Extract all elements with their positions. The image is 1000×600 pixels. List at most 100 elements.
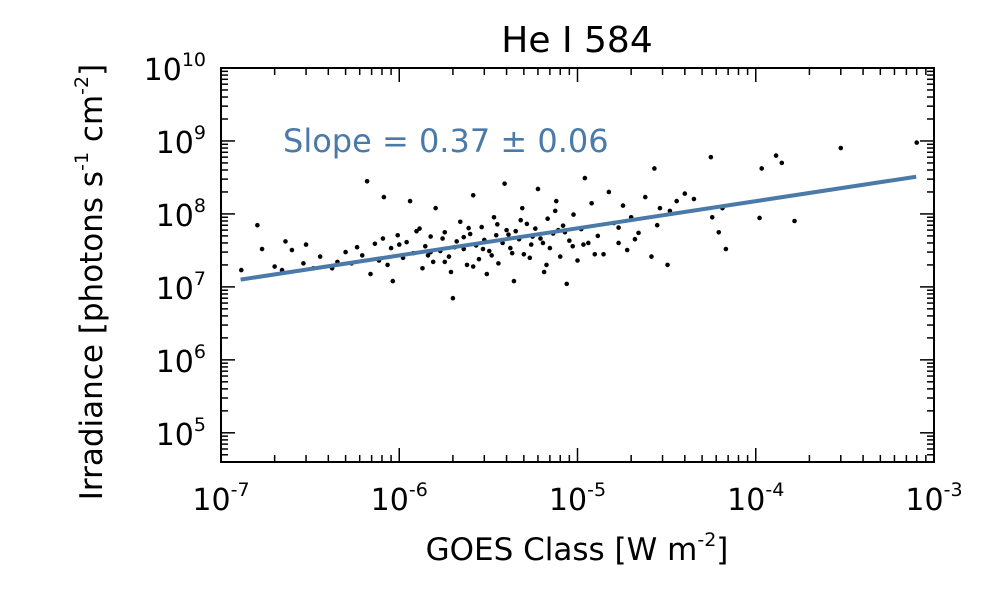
- data-point: [564, 281, 570, 287]
- data-point: [448, 269, 454, 275]
- data-point: [303, 242, 309, 247]
- data-point: [493, 232, 499, 238]
- data-point: [380, 236, 386, 241]
- data-points: [239, 140, 920, 301]
- data-point: [632, 236, 638, 242]
- data-point: [272, 264, 277, 269]
- data-point: [506, 232, 511, 237]
- data-point: [779, 160, 785, 166]
- data-point: [454, 239, 459, 244]
- x-tick-label: 10-5: [549, 479, 606, 518]
- data-point: [757, 215, 762, 221]
- data-point: [708, 154, 714, 160]
- data-point: [914, 140, 920, 145]
- data-point: [657, 205, 663, 211]
- data-point: [450, 295, 456, 301]
- data-point: [430, 259, 436, 265]
- data-point: [535, 186, 541, 192]
- data-point: [407, 198, 413, 204]
- data-point: [652, 166, 657, 171]
- data-point: [541, 269, 547, 275]
- data-point: [575, 258, 580, 263]
- data-point: [519, 205, 525, 211]
- data-point: [479, 224, 484, 230]
- data-point: [606, 189, 612, 195]
- data-point: [581, 242, 586, 247]
- data-point: [489, 253, 494, 258]
- data-point: [538, 236, 543, 241]
- data-point: [395, 232, 400, 238]
- data-point: [508, 245, 513, 251]
- data-point: [527, 255, 533, 261]
- data-point: [589, 200, 594, 206]
- data-point: [496, 261, 501, 266]
- x-tick-label: 10-3: [905, 479, 962, 518]
- data-point: [524, 221, 530, 227]
- data-point: [528, 242, 534, 247]
- data-point: [540, 240, 546, 246]
- data-point: [442, 259, 448, 265]
- chart-title: He I 584: [501, 20, 652, 61]
- data-point: [470, 264, 476, 269]
- x-tick-label: 10-6: [371, 479, 428, 518]
- y-tick-label: 109: [156, 122, 206, 161]
- data-point: [665, 262, 670, 268]
- data-point: [792, 218, 797, 224]
- data-point: [476, 256, 482, 262]
- data-point: [557, 254, 563, 259]
- data-point: [571, 212, 576, 217]
- data-point: [553, 198, 559, 204]
- data-point: [417, 226, 422, 231]
- data-point: [582, 175, 588, 181]
- data-point: [433, 205, 438, 211]
- data-point: [425, 253, 431, 258]
- data-point: [504, 227, 509, 233]
- data-point: [759, 166, 765, 171]
- data-point: [354, 244, 360, 250]
- data-point: [301, 261, 306, 266]
- data-point: [467, 231, 473, 237]
- data-point: [552, 208, 558, 214]
- data-point: [381, 194, 387, 200]
- axis-ticks: [220, 67, 934, 463]
- data-point: [440, 236, 445, 241]
- data-point: [560, 223, 566, 228]
- data-point: [396, 242, 402, 247]
- data-point: [470, 193, 476, 198]
- data-point: [513, 228, 518, 234]
- data-point: [372, 241, 378, 247]
- data-point: [385, 262, 390, 268]
- data-point: [259, 246, 265, 252]
- x-axis-label: GOES Class [W m-2]: [426, 529, 729, 568]
- data-point: [368, 271, 373, 277]
- data-point: [255, 222, 260, 228]
- data-point: [649, 254, 654, 259]
- y-tick-label: 106: [156, 341, 206, 380]
- data-point: [404, 239, 409, 245]
- data-point: [414, 228, 419, 234]
- y-tick-labels: 105 106 107 108 109 1010: [144, 49, 206, 453]
- data-point: [390, 278, 396, 284]
- data-point: [442, 229, 448, 235]
- data-point: [636, 230, 641, 236]
- data-point: [620, 203, 626, 208]
- data-point: [716, 229, 722, 235]
- data-point: [502, 181, 507, 186]
- data-point: [533, 226, 538, 231]
- data-point: [486, 248, 492, 254]
- data-point: [495, 222, 500, 227]
- slope-annotation: Slope = 0.37 ± 0.06: [283, 122, 609, 160]
- data-point: [838, 145, 844, 151]
- data-point: [509, 250, 515, 256]
- data-point: [457, 219, 463, 225]
- data-point: [654, 222, 660, 228]
- x-tick-labels: 10-7 10-6 10-5 10-4 10-3: [192, 479, 962, 518]
- data-point: [682, 191, 688, 196]
- data-point: [586, 240, 591, 246]
- data-point: [428, 234, 433, 239]
- data-point: [521, 251, 527, 257]
- data-point: [545, 216, 550, 222]
- data-point: [343, 249, 348, 255]
- data-point: [567, 238, 572, 243]
